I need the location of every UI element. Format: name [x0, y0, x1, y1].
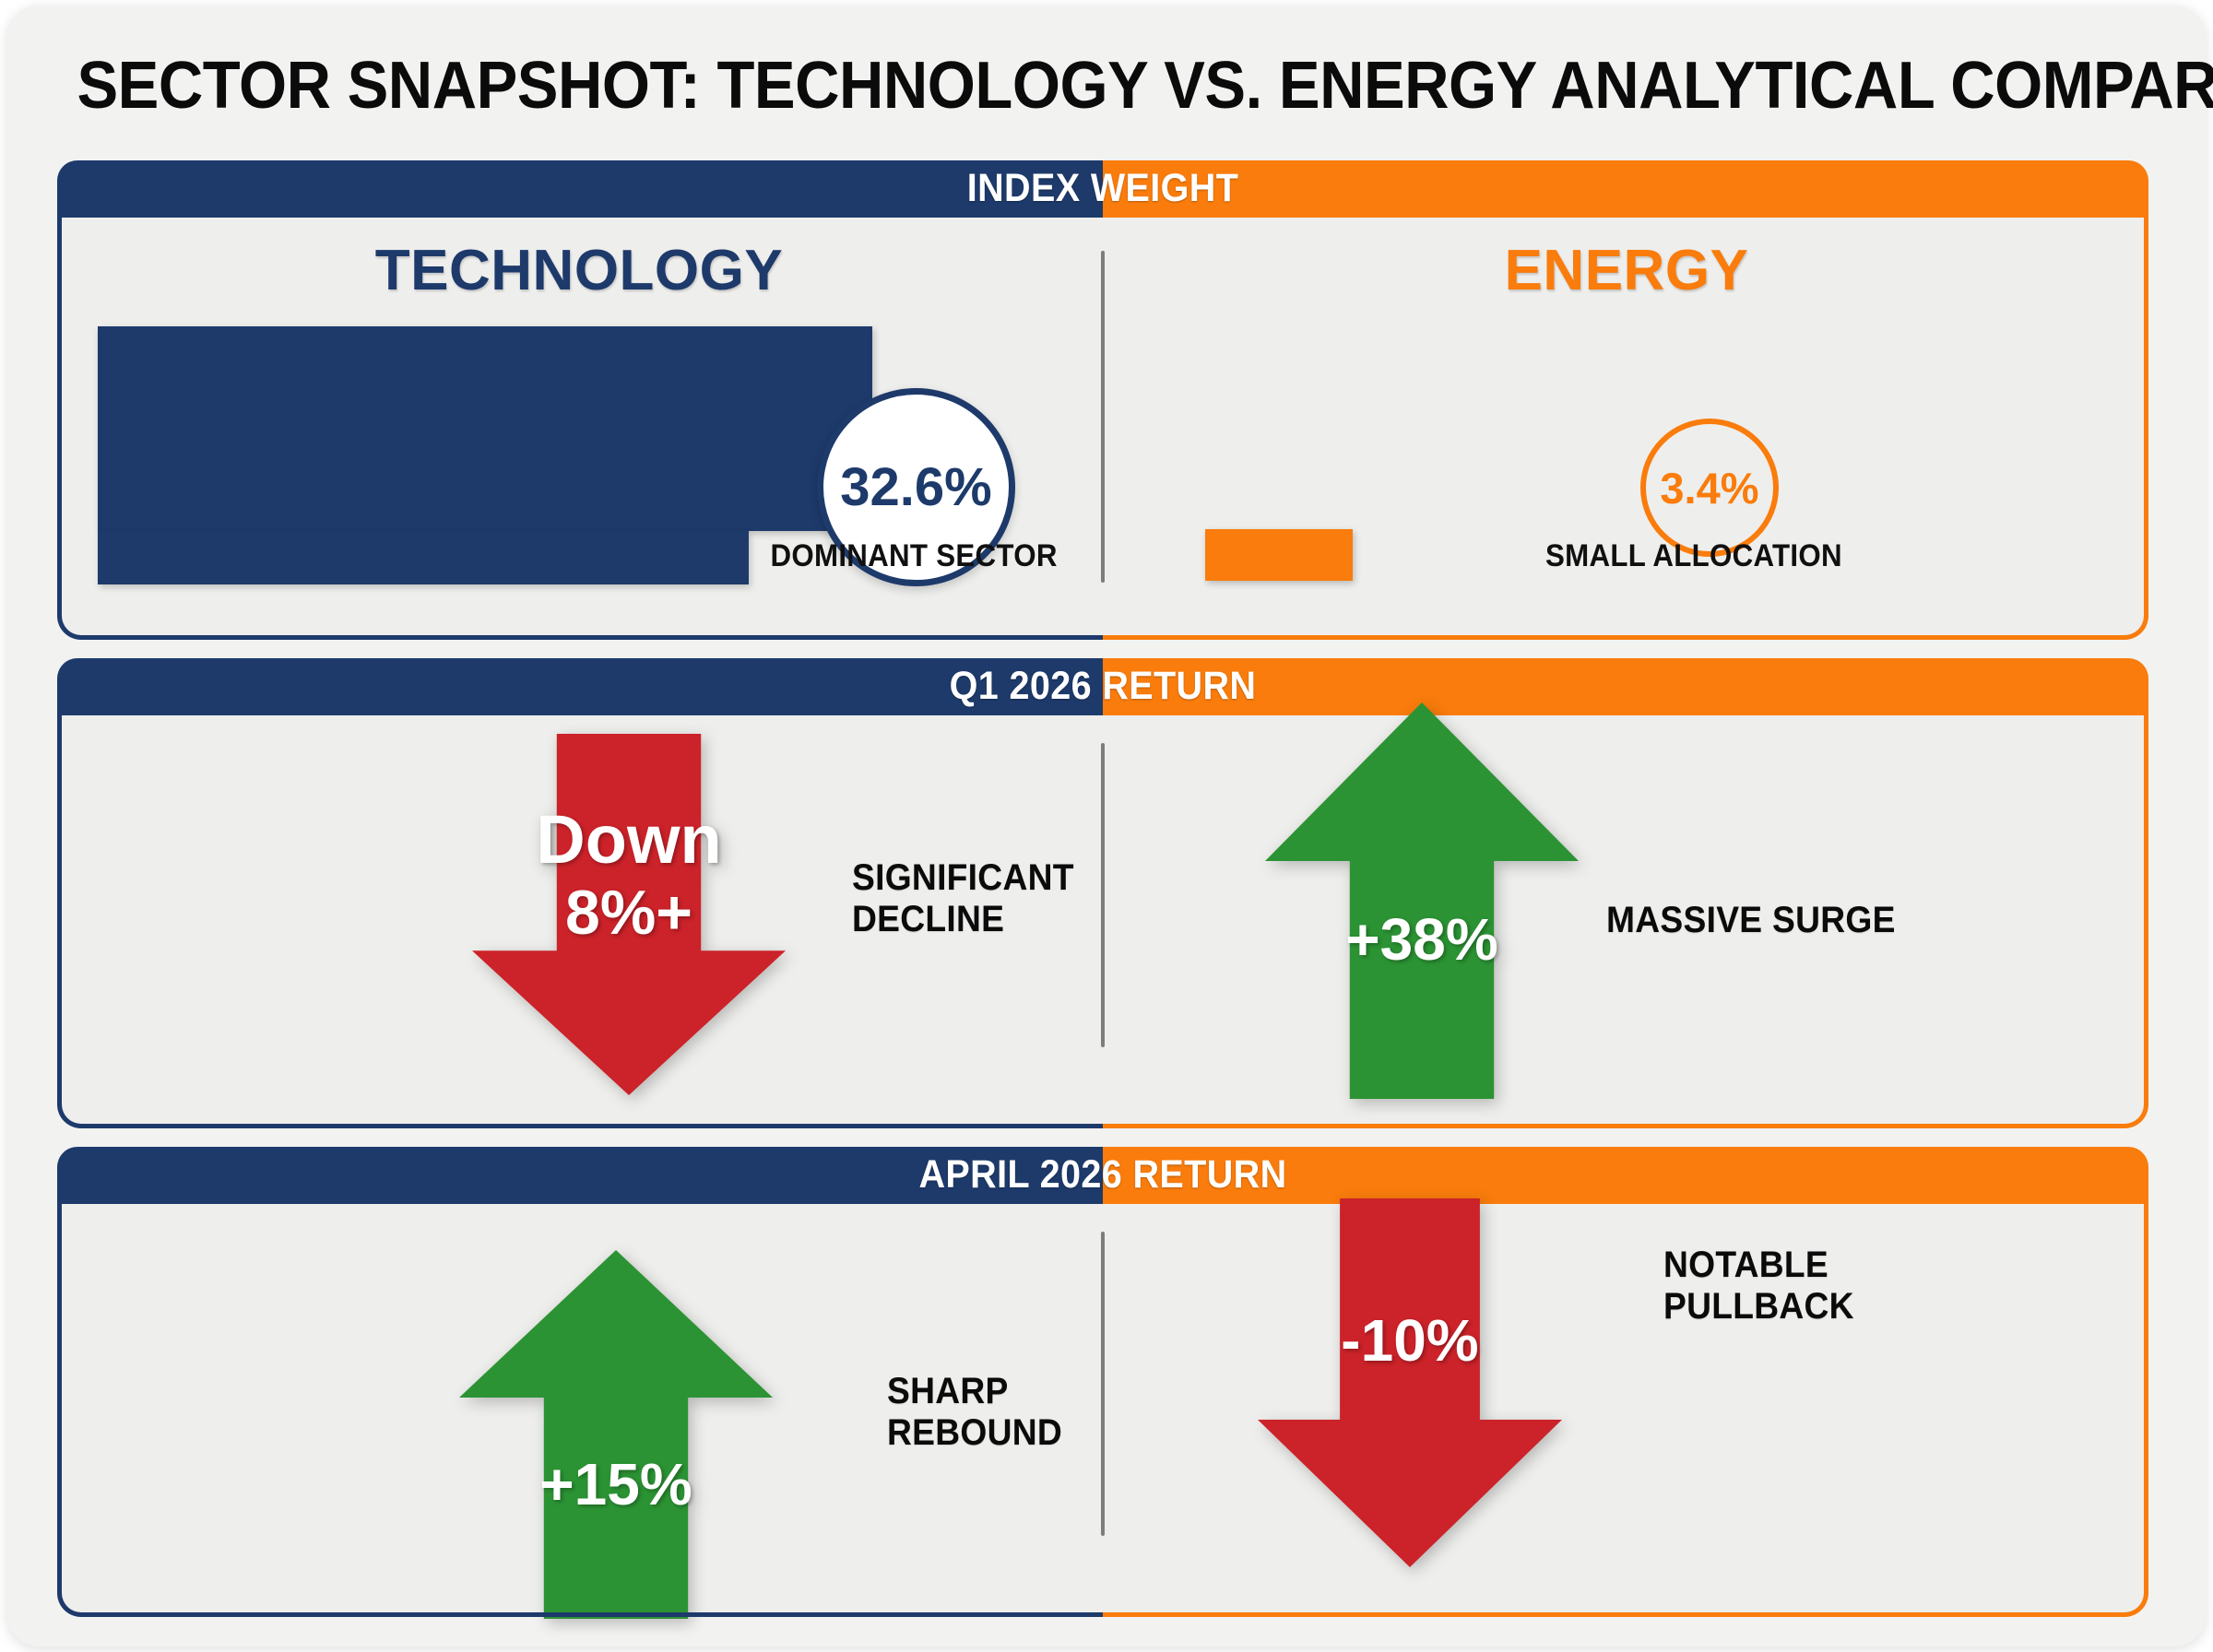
band-left-navy [57, 1147, 1103, 1204]
band-right-orange [1103, 160, 2148, 218]
panel-q1-return: Q1 2026 RETURN Down 8%+ SIGNIFICANT DECL… [57, 658, 2148, 1139]
arrow-value-line1: -10% [1341, 1307, 1479, 1374]
band-label-q1-return: Q1 2026 RETURN [949, 664, 1257, 708]
column-divider [1101, 743, 1105, 1047]
arrow-value-line1: +15% [539, 1451, 692, 1517]
arrow-down-icon-technology-q1: Down 8%+ [472, 734, 786, 1095]
panel-index-weight: INDEX WEIGHT TECHNOLOGY ENERGY 32.6% 3.4… [57, 160, 2148, 650]
technology-weight-caption: DOMINANT SECTOR [770, 538, 1058, 573]
arrow-value-line2: 8%+ [565, 878, 692, 948]
energy-weight-badge: 3.4% [1640, 419, 1779, 557]
arrow-shape [459, 1250, 773, 1619]
caption-line-1: SIGNIFICANT [852, 857, 1074, 898]
band-right-orange [1103, 1147, 2148, 1204]
technology-weight-bar-foot [98, 531, 749, 584]
energy-weight-bar [1205, 529, 1353, 581]
arrow-value-line1: +38% [1345, 906, 1498, 973]
band-label-index-weight: INDEX WEIGHT [966, 166, 1239, 210]
panel-april-return: APRIL 2026 RETURN +15% SHARP REBOUND -10… [57, 1147, 2148, 1627]
caption-line-1: NOTABLE [1663, 1245, 1828, 1285]
caption-line-1: SHARP [887, 1371, 1009, 1411]
caption-technology-april: SHARP REBOUND [887, 1371, 1062, 1454]
column-divider [1101, 251, 1105, 583]
page-title: SECTOR SNAPSHOT: TECHNOLOGY VS. ENERGY A… [77, 49, 2213, 123]
arrow-value-line1: Down [536, 801, 722, 878]
band-left-navy [57, 160, 1103, 218]
caption-line-2: PULLBACK [1663, 1285, 1854, 1327]
caption-line-1: MASSIVE SURGE [1606, 900, 1896, 940]
arrow-shape [1258, 1198, 1562, 1567]
band-label-april-return: APRIL 2026 RETURN [918, 1152, 1287, 1197]
caption-line-2: DECLINE [852, 898, 1005, 939]
arrow-shape [1265, 702, 1579, 1099]
caption-line-2: REBOUND [887, 1411, 1063, 1453]
sector-label-energy: ENERGY [1504, 239, 1749, 302]
caption-technology-q1: SIGNIFICANT DECLINE [852, 857, 1074, 940]
panel-header-band [57, 160, 2148, 218]
column-divider [1101, 1232, 1105, 1536]
technology-weight-bar [98, 326, 872, 531]
band-left-navy [57, 658, 1103, 715]
technology-weight-badge: 32.6% [817, 388, 1015, 586]
panel-frame-right [1103, 658, 2148, 1128]
sector-label-technology: TECHNOLOGY [374, 239, 784, 302]
caption-energy-q1: MASSIVE SURGE [1606, 900, 1896, 941]
energy-weight-caption: SMALL ALLOCATION [1544, 538, 1842, 573]
panel-header-band [57, 658, 2148, 715]
arrow-up-icon-energy-q1: +38% [1265, 702, 1579, 1099]
arrow-up-icon-technology-april: +15% [459, 1250, 773, 1619]
band-right-orange [1103, 658, 2148, 715]
arrow-down-icon-energy-april: -10% [1258, 1198, 1562, 1567]
panel-header-band [57, 1147, 2148, 1204]
caption-energy-april: NOTABLE PULLBACK [1663, 1245, 1854, 1328]
